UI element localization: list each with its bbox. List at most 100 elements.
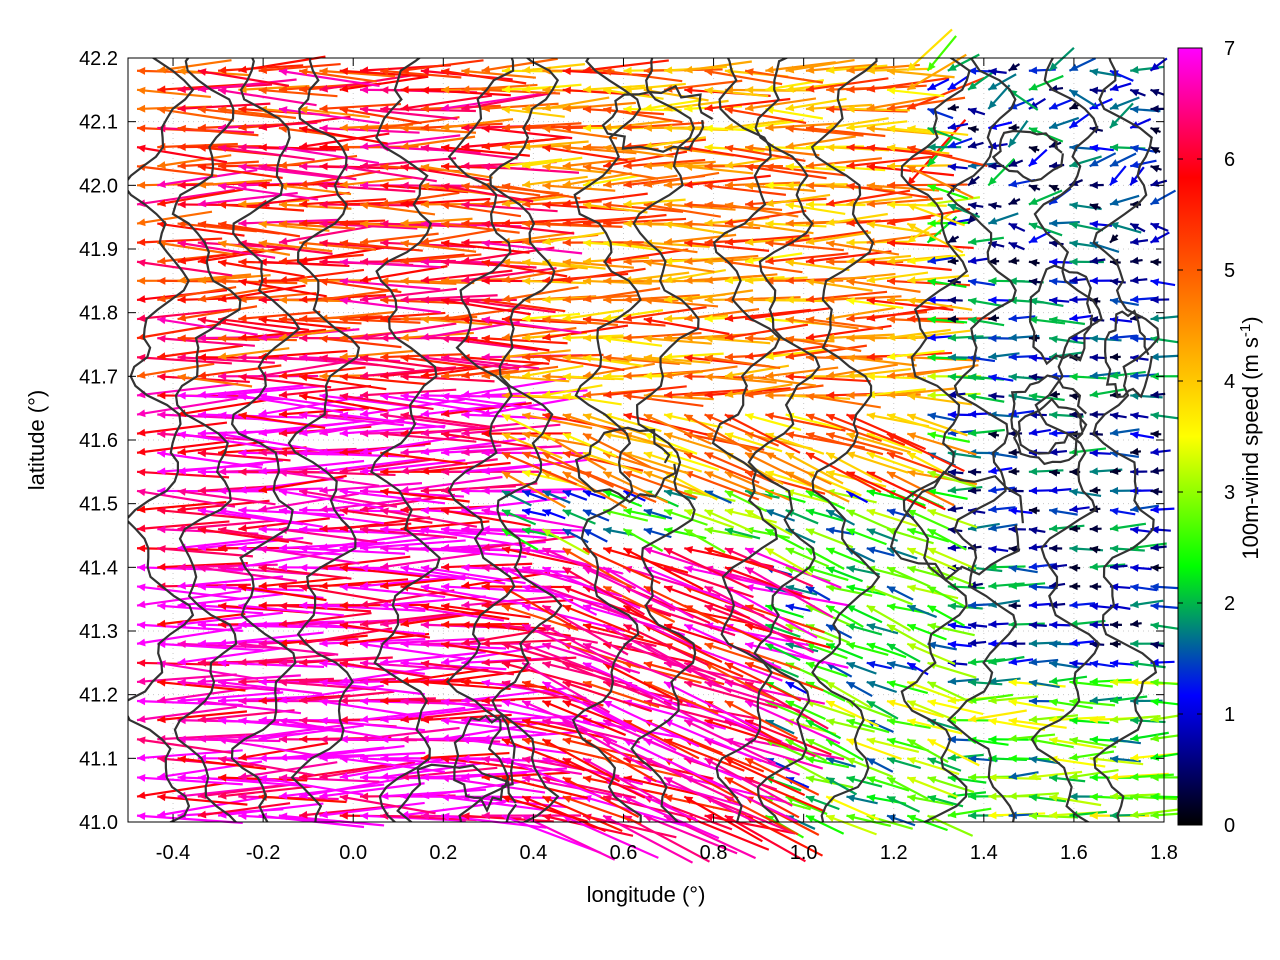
wind-vector	[217, 240, 291, 256]
wind-vector	[825, 509, 856, 526]
wind-vector	[582, 622, 669, 648]
wind-vector	[724, 661, 802, 702]
wind-vector	[177, 691, 284, 705]
wind-vector	[541, 623, 631, 674]
wind-vector	[724, 757, 806, 797]
wind-vector	[359, 539, 466, 552]
wind-vector	[217, 526, 313, 545]
wind-vector	[501, 432, 563, 460]
wind-vector	[906, 604, 938, 619]
wind-vector	[177, 305, 258, 322]
wind-vector	[947, 53, 980, 72]
wind-vector	[826, 212, 888, 227]
wind-vector	[724, 489, 767, 513]
wind-vector	[420, 315, 493, 326]
wind-vector	[927, 353, 967, 362]
wind-vector	[1007, 120, 1029, 148]
wind-vector	[805, 680, 846, 702]
wind-vector	[846, 775, 883, 788]
wind-vector	[1150, 258, 1162, 267]
wind-vector	[1089, 203, 1101, 211]
wind-vector	[805, 231, 872, 246]
wind-vector	[927, 184, 969, 200]
wind-vector	[582, 59, 669, 74]
wind-vector	[157, 344, 244, 361]
wind-vector	[947, 333, 984, 342]
wind-vector	[805, 200, 866, 209]
x-tick-label: 0.4	[519, 842, 547, 864]
wind-vector	[866, 623, 899, 635]
wind-vector	[1109, 316, 1133, 324]
wind-vector	[278, 68, 380, 88]
wind-vector	[1089, 602, 1112, 611]
wind-vector	[947, 235, 960, 244]
wind-vector	[339, 176, 413, 189]
wind-vector	[1150, 505, 1175, 514]
wind-vector	[1149, 146, 1161, 155]
wind-vector	[582, 413, 647, 436]
wind-vector	[927, 412, 957, 422]
wind-vector	[1008, 564, 1038, 574]
wind-vector	[1008, 507, 1033, 515]
wind-vector	[643, 413, 712, 445]
wind-vector	[805, 124, 886, 138]
wind-vector	[339, 621, 431, 639]
wind-vector	[987, 84, 1011, 110]
wind-vector	[906, 28, 953, 72]
wind-vector	[481, 638, 576, 648]
wind-vector	[947, 137, 973, 149]
wind-vector	[1130, 295, 1157, 304]
wind-vector	[501, 546, 592, 569]
wind-vector	[481, 297, 566, 313]
wind-vector	[177, 353, 275, 364]
wind-vector	[846, 354, 917, 367]
wind-vector	[724, 181, 801, 189]
wind-vector	[988, 392, 1005, 401]
wind-vector	[1150, 466, 1164, 475]
wind-vector	[521, 623, 616, 668]
wind-vector	[906, 509, 949, 530]
wind-vector	[906, 432, 977, 456]
wind-vector	[562, 392, 622, 406]
wind-vector	[1069, 410, 1084, 419]
wind-vector	[967, 141, 984, 149]
wind-vector	[420, 583, 526, 606]
wind-vector	[258, 576, 348, 590]
wind-vector	[1028, 658, 1059, 666]
wind-vector	[1149, 189, 1177, 206]
wind-vector	[906, 222, 964, 254]
wind-vector	[683, 795, 763, 843]
wind-vector	[501, 585, 577, 630]
wind-vector	[1008, 639, 1026, 648]
wind-vector	[197, 783, 295, 800]
wind-vector	[380, 552, 480, 571]
wind-vector	[967, 621, 988, 630]
wind-vector	[663, 268, 726, 284]
wind-vector	[1089, 410, 1105, 419]
wind-vector	[501, 470, 567, 509]
wind-vector	[582, 354, 644, 368]
wind-vector	[886, 699, 944, 718]
wind-vector	[501, 158, 563, 170]
wind-vector	[177, 373, 253, 388]
terrain-contour	[453, 714, 516, 813]
wind-vector	[481, 57, 558, 74]
wind-vector	[623, 507, 667, 520]
wind-vector	[218, 201, 305, 212]
wind-vector	[745, 276, 808, 285]
wind-vector	[197, 526, 290, 543]
colorbar-tick-label: 3	[1224, 482, 1235, 504]
wind-vector	[1008, 733, 1056, 743]
wind-vector	[278, 526, 378, 544]
wind-vector	[684, 220, 761, 230]
wind-vectors	[136, 28, 1201, 864]
wind-vector	[603, 201, 684, 213]
wind-vector	[400, 277, 475, 285]
wind-vector	[1089, 620, 1109, 629]
wind-vector	[1150, 487, 1163, 496]
wind-vector	[1008, 222, 1026, 232]
x-tick-label: -0.2	[246, 842, 280, 864]
wind-vector	[623, 239, 698, 254]
wind-vector	[1109, 620, 1122, 629]
wind-vector	[298, 488, 398, 508]
